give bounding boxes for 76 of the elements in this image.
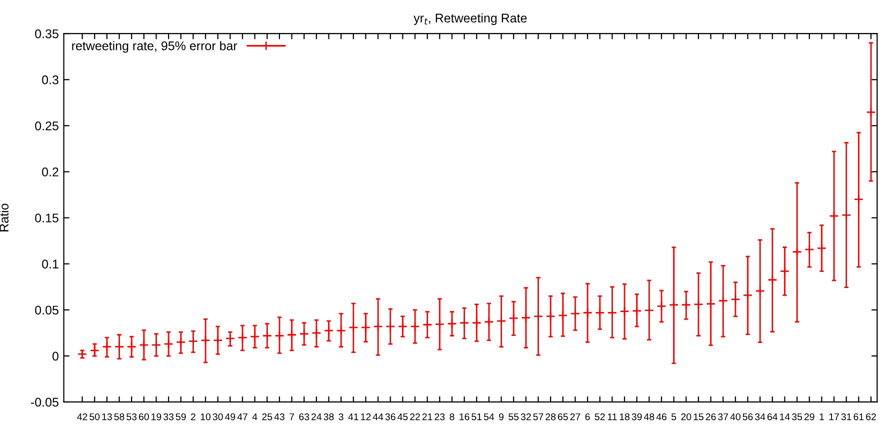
x-tick-label: 35 bbox=[792, 413, 802, 420]
x-tick-label: 57 bbox=[533, 413, 544, 420]
x-tick-label: 17 bbox=[829, 413, 839, 420]
x-tick-label: 49 bbox=[224, 413, 236, 420]
y-tick-label: 0.15 bbox=[35, 214, 58, 222]
x-tick-label: 23 bbox=[434, 413, 445, 420]
legend-label: retweeting rate, 95% error bar bbox=[72, 41, 238, 53]
x-tick-label: 11 bbox=[608, 413, 617, 420]
x-tick-label: 41 bbox=[348, 413, 358, 420]
y-tick-label: 0.2 bbox=[42, 168, 58, 176]
x-tick-label: 38 bbox=[324, 413, 334, 420]
x-tick-label: 4 bbox=[252, 413, 258, 420]
chart-title: yr$_{t}$, Retweeting Rate bbox=[414, 13, 527, 25]
x-tick-label: 34 bbox=[755, 413, 766, 420]
x-tick-label: 44 bbox=[372, 413, 384, 420]
y-tick-label: -0.05 bbox=[30, 398, 58, 407]
y-tick-label: 0.05 bbox=[35, 306, 58, 315]
x-tick-label: 31 bbox=[841, 413, 852, 420]
x-tick-label: 51 bbox=[472, 413, 482, 420]
y-tick-label: 0.35 bbox=[35, 29, 58, 38]
x-tick-label: 28 bbox=[546, 413, 556, 420]
x-tick-label: 30 bbox=[212, 413, 223, 420]
x-tick-label: 58 bbox=[114, 413, 124, 420]
x-tick-label: 43 bbox=[274, 413, 284, 420]
x-tick-label: 54 bbox=[484, 413, 494, 420]
x-tick-label: 5 bbox=[671, 413, 676, 420]
y-tick-label: 0 bbox=[52, 352, 58, 361]
x-tick-label: 62 bbox=[866, 413, 876, 420]
y-tick-label: 0.3 bbox=[42, 75, 58, 84]
x-tick-label: 8 bbox=[450, 413, 454, 420]
x-tick-label: 53 bbox=[126, 413, 137, 420]
x-tick-label: 15 bbox=[694, 413, 704, 420]
x-tick-label: 63 bbox=[299, 413, 310, 420]
x-tick-label: 20 bbox=[681, 413, 692, 420]
x-tick-label: 64 bbox=[767, 413, 778, 420]
x-tick-label: 1 bbox=[820, 413, 824, 420]
x-tick-label: 39 bbox=[632, 413, 642, 420]
x-tick-label: 47 bbox=[237, 413, 248, 420]
x-tick-label: 65 bbox=[558, 413, 568, 420]
x-tick-label: 27 bbox=[570, 413, 580, 420]
x-tick-label: 19 bbox=[152, 413, 162, 420]
x-tick-label: 61 bbox=[854, 413, 864, 420]
x-tick-label: 37 bbox=[718, 413, 728, 420]
x-tick-label: 46 bbox=[656, 413, 666, 420]
x-tick-label: 36 bbox=[385, 413, 396, 420]
x-tick-label: 56 bbox=[742, 413, 753, 420]
x-tick-label: 13 bbox=[102, 413, 112, 420]
x-tick-label: 6 bbox=[585, 413, 590, 420]
x-tick-label: 14 bbox=[780, 413, 790, 420]
x-tick-label: 55 bbox=[508, 413, 519, 420]
x-tick-label: 21 bbox=[422, 413, 432, 420]
x-tick-label: 42 bbox=[77, 413, 88, 420]
x-tick-label: 10 bbox=[200, 413, 211, 420]
x-tick-label: 26 bbox=[706, 413, 716, 420]
x-tick-label: 29 bbox=[804, 413, 814, 420]
y-tick-label: 0.1 bbox=[42, 260, 58, 268]
x-tick-label: 50 bbox=[90, 413, 100, 420]
x-tick-label: 33 bbox=[164, 413, 174, 420]
x-tick-label: 52 bbox=[594, 413, 605, 420]
x-tick-label: 12 bbox=[361, 413, 371, 420]
y-tick-label: 0.25 bbox=[35, 121, 58, 130]
x-tick-label: 40 bbox=[730, 413, 740, 420]
x-tick-label: 16 bbox=[460, 413, 470, 420]
x-tick-label: 2 bbox=[190, 413, 196, 420]
x-tick-label: 59 bbox=[176, 413, 186, 420]
x-tick-label: 48 bbox=[644, 413, 654, 420]
x-tick-label: 45 bbox=[398, 413, 408, 420]
x-tick-label: 3 bbox=[338, 413, 344, 420]
x-tick-label: 7 bbox=[290, 413, 294, 420]
x-tick-label: 25 bbox=[262, 413, 272, 420]
x-tick-label: 9 bbox=[499, 413, 504, 420]
x-tick-label: 18 bbox=[620, 413, 630, 420]
x-tick-label: 32 bbox=[520, 413, 531, 420]
x-tick-label: 22 bbox=[410, 413, 420, 420]
x-tick-label: 60 bbox=[138, 413, 149, 420]
x-tick-label: 24 bbox=[312, 413, 322, 420]
